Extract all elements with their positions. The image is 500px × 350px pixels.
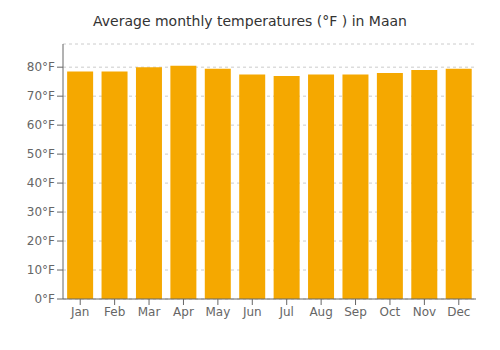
svg-text:80°F: 80°F	[27, 60, 55, 74]
svg-text:Mar: Mar	[138, 305, 161, 319]
svg-text:Feb: Feb	[104, 305, 125, 319]
svg-text:20°F: 20°F	[27, 234, 55, 248]
svg-text:10°F: 10°F	[27, 263, 55, 277]
svg-text:May: May	[205, 305, 230, 319]
svg-text:Sep: Sep	[344, 305, 367, 319]
html-text:Average monthly temperatures (: Average monthly temperatures (°F ) in Ma…	[93, 13, 407, 29]
svg-text:50°F: 50°F	[27, 147, 55, 161]
svg-text:Oct: Oct	[380, 305, 401, 319]
svg-text:Jul: Jul	[278, 305, 293, 319]
svg-text:30°F: 30°F	[27, 205, 55, 219]
svg-text:Jun: Jun	[242, 305, 262, 319]
svg-text:40°F: 40°F	[27, 176, 55, 190]
svg-text:70°F: 70°F	[27, 89, 55, 103]
svg-text:Dec: Dec	[447, 305, 470, 319]
svg-text:60°F: 60°F	[27, 118, 55, 132]
svg-text:Aug: Aug	[309, 305, 332, 319]
svg-text:Jan: Jan	[70, 305, 90, 319]
svg-text:Nov: Nov	[413, 305, 436, 319]
svg-text:Apr: Apr	[173, 305, 194, 319]
svg-text:0°F: 0°F	[34, 292, 55, 306]
